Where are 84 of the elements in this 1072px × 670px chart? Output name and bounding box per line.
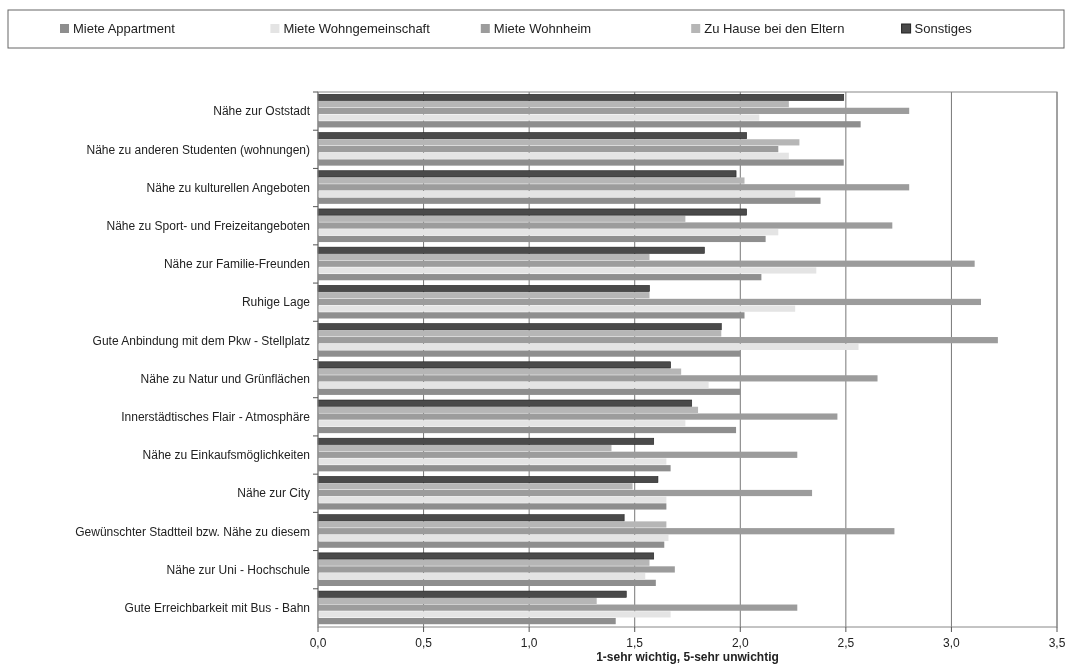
bar: [318, 152, 789, 159]
y-tick-label: Nähe zu Einkaufsmöglichkeiten: [142, 448, 310, 463]
bar: [318, 559, 650, 566]
bar: [318, 107, 910, 114]
bar: [318, 413, 838, 420]
y-tick-label: Nähe zur Oststadt: [213, 104, 311, 119]
bar: [318, 114, 760, 121]
bar: [318, 184, 910, 191]
bar: [317, 399, 693, 407]
bar: [317, 476, 659, 483]
x-tick-label: 3,5: [1048, 636, 1066, 650]
x-tick-label: 0,5: [415, 636, 433, 650]
y-tick-label: Gewünschter Stadtteil bzw. Nähe zu diesem: [75, 524, 310, 539]
bar: [318, 521, 667, 528]
bar: [318, 305, 796, 312]
legend-label: Miete Wohnheim: [493, 21, 592, 36]
legend-label: Zu Hause bei den Eltern: [704, 21, 845, 36]
bar: [318, 489, 813, 497]
bar: [318, 534, 669, 542]
y-tick-label: Ruhige Lage: [241, 295, 311, 310]
x-tick-label: 1,0: [520, 636, 538, 650]
bar: [317, 437, 655, 445]
x-tick-label: 2,5: [837, 636, 855, 650]
y-tick-label: Nähe zu Natur und Grünflächen: [140, 371, 310, 386]
bar: [318, 420, 686, 427]
y-tick-label: Nähe zur Uni - Hochschule: [166, 562, 311, 577]
bar: [317, 514, 625, 522]
bar: [317, 246, 705, 254]
bar: [318, 330, 722, 337]
y-tick-label: Nähe zur Familie-Freunden: [163, 257, 310, 272]
bar: [318, 253, 650, 261]
bar: [318, 229, 779, 236]
legend-label: Miete Wohngemeinschaft: [283, 21, 431, 36]
bar: [318, 573, 646, 580]
bar: [317, 590, 627, 598]
bar: [317, 361, 671, 369]
bar: [317, 285, 650, 292]
bar: [318, 597, 597, 605]
y-tick-label: Innerstädtisches Flair - Atmosphäre: [121, 410, 311, 425]
bar: [318, 604, 798, 611]
bar: [318, 566, 675, 573]
bar: [317, 170, 737, 178]
x-tick-label: 0,0: [309, 636, 327, 650]
x-tick-label: 3,0: [943, 636, 961, 650]
bar: [317, 132, 747, 140]
x-tick-label: 2,0: [731, 636, 749, 650]
bar: [318, 375, 878, 382]
bar: [317, 323, 722, 331]
x-axis-title: 1-sehr wichtig, 5-sehr unwichtig: [596, 650, 779, 664]
bar: [318, 292, 650, 299]
bar: [318, 406, 699, 413]
bar: [318, 483, 633, 490]
y-tick-label: Gute Erreichbarkeit mit Bus - Bahn: [124, 601, 310, 616]
bar: [318, 190, 796, 198]
legend-label: Sonstiges: [914, 21, 973, 36]
bar: [318, 611, 671, 618]
y-tick-label: Nähe zur City: [237, 486, 310, 501]
bar: [318, 444, 612, 452]
bar: [318, 215, 686, 222]
bar: [318, 381, 709, 389]
y-tick-label: Nähe zu anderen Studenten (wohnungen): [86, 142, 310, 157]
bar: [318, 451, 798, 458]
bar: [318, 337, 998, 344]
bar: [318, 343, 859, 350]
y-tick-label: Nähe zu Sport- und Freizeitangeboten: [106, 218, 310, 233]
bar: [318, 139, 800, 146]
bar: [318, 145, 779, 153]
bar: [318, 458, 667, 465]
bar: [318, 177, 745, 184]
bar: [318, 528, 895, 535]
bar: [318, 222, 893, 229]
y-tick-label: Nähe zu kulturellen Angeboten: [146, 180, 310, 195]
bar: [317, 208, 747, 216]
x-tick-label: 1,5: [626, 636, 644, 650]
bar: [318, 267, 817, 274]
bar: [318, 101, 789, 108]
bar: [317, 93, 845, 101]
legend-label: Miete Appartment: [73, 21, 176, 36]
y-tick-label: Gute Anbindung mit dem Pkw - Stellplatz: [92, 333, 310, 348]
bar: [318, 298, 981, 306]
bar: [318, 496, 667, 503]
bar: [318, 260, 975, 267]
bar: [317, 552, 655, 560]
bar: [318, 368, 682, 375]
